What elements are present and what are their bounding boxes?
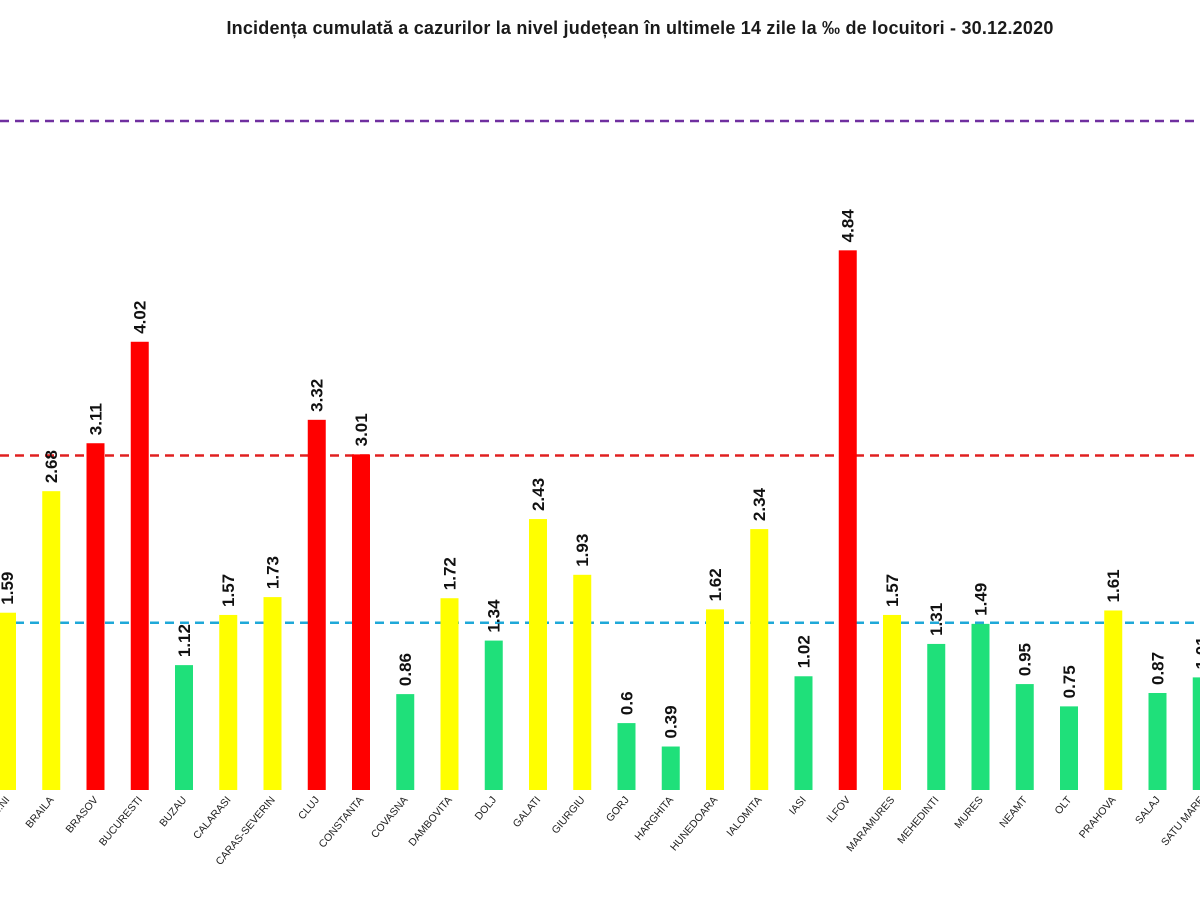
value-label: 1.12 [175,624,194,657]
value-label: 4.02 [131,301,150,334]
bar-hunedoara [706,609,724,790]
value-labels: 1.59 2.68 3.11 4.02 1.12 1.57 1.73 3.32 3.01 0.86… [0,209,1200,739]
bar-ialomita [750,529,769,790]
bar-iasi [794,676,813,790]
category-label: CONSTANTA [316,794,366,850]
value-label: 0.87 [1149,652,1168,685]
value-label: 0.95 [1016,643,1035,676]
bar-braila [42,491,61,790]
bar-mures [971,623,990,790]
category-label: COVASNA [369,794,411,840]
value-label: 0.75 [1060,665,1079,698]
bar-gorj [617,723,636,790]
reference-lines [0,119,1200,624]
value-label: 1.59 [0,572,17,605]
bar-cluj [307,419,326,790]
bar-ilfov [838,250,857,791]
category-label: SALAJ [1133,794,1163,826]
category-label: DOLJ [473,794,499,822]
bar-salaj [1148,692,1167,790]
value-label: 2.68 [42,450,61,483]
category-label: NEAMT [997,794,1030,830]
bar-galati [529,519,547,790]
bar--ni [0,612,16,790]
category-label: DAMBOVITA [406,794,454,848]
bar-caras-severin [263,597,282,790]
value-label: 0.6 [618,691,637,715]
value-label: 1.72 [441,557,460,590]
value-label: 3.01 [352,413,371,446]
bar-giurgiu [573,574,592,790]
bar-dolj [484,640,503,790]
bar-covasna [396,694,415,790]
category-label: IASI [787,794,809,817]
bar-buzau [175,665,193,790]
bar-brasov [86,443,105,790]
value-label: 0.39 [662,705,681,738]
value-label: 3.32 [308,379,327,412]
value-label: 0.86 [396,653,415,686]
category-label: GORJ [604,794,632,824]
category-label: BUCURESTI [97,794,145,848]
category-label: GALATI [511,794,544,830]
bar-calarasi [219,614,238,790]
category-label: BRASOV [63,794,100,835]
value-label: 3.11 [87,403,106,435]
value-label: 1.34 [485,599,504,633]
category-label: ILFOV [824,794,853,825]
value-label: 1.62 [706,568,725,601]
category-label: ...NI [0,794,12,816]
category-label: CALARASI [191,794,234,841]
value-label: 1.73 [264,556,283,589]
value-label: 1.61 [1104,569,1123,602]
bar-neamt [1015,684,1034,790]
bar-olt [1060,706,1078,790]
category-label: MEHEDINTI [895,794,941,846]
category-label: BRAILA [23,794,56,830]
bars [0,250,1200,791]
category-label: GIURGIU [549,794,587,836]
category-label: MURES [952,794,986,831]
category-label: IALOMITA [724,794,764,839]
bar-satu-mare [1192,677,1200,790]
bar-constanta [352,454,370,790]
value-label: 1.93 [573,534,592,567]
chart-title: Incidența cumulată a cazurilor la nivel … [226,18,1054,38]
value-label: 1.02 [795,635,814,668]
value-label: 4.84 [839,209,858,243]
category-label: HARGHITA [632,794,676,843]
bar-maramures [883,614,901,790]
category-label: CLUJ [296,794,322,822]
value-label: 1.57 [883,574,902,607]
category-label: HUNEDOARA [668,794,720,853]
value-label: 2.43 [529,478,548,511]
category-label: SATU MARE [1159,794,1200,848]
category-label: PRAHOVA [1077,794,1119,840]
bar-harghita [661,746,680,790]
value-label: 1.57 [219,574,238,607]
category-label: OLT [1052,794,1074,817]
bar-mehedinti [927,643,946,790]
value-label: 1.31 [927,603,946,636]
bar-dambovita [440,598,459,790]
bar-prahova [1104,610,1123,790]
category-label: BUZAU [157,794,189,829]
category-label: MARAMURES [844,794,897,854]
bar-bucuresti [130,341,149,790]
value-label: 1.01 [1193,636,1200,669]
value-label: 2.34 [750,487,769,521]
value-label: 1.49 [972,583,991,616]
